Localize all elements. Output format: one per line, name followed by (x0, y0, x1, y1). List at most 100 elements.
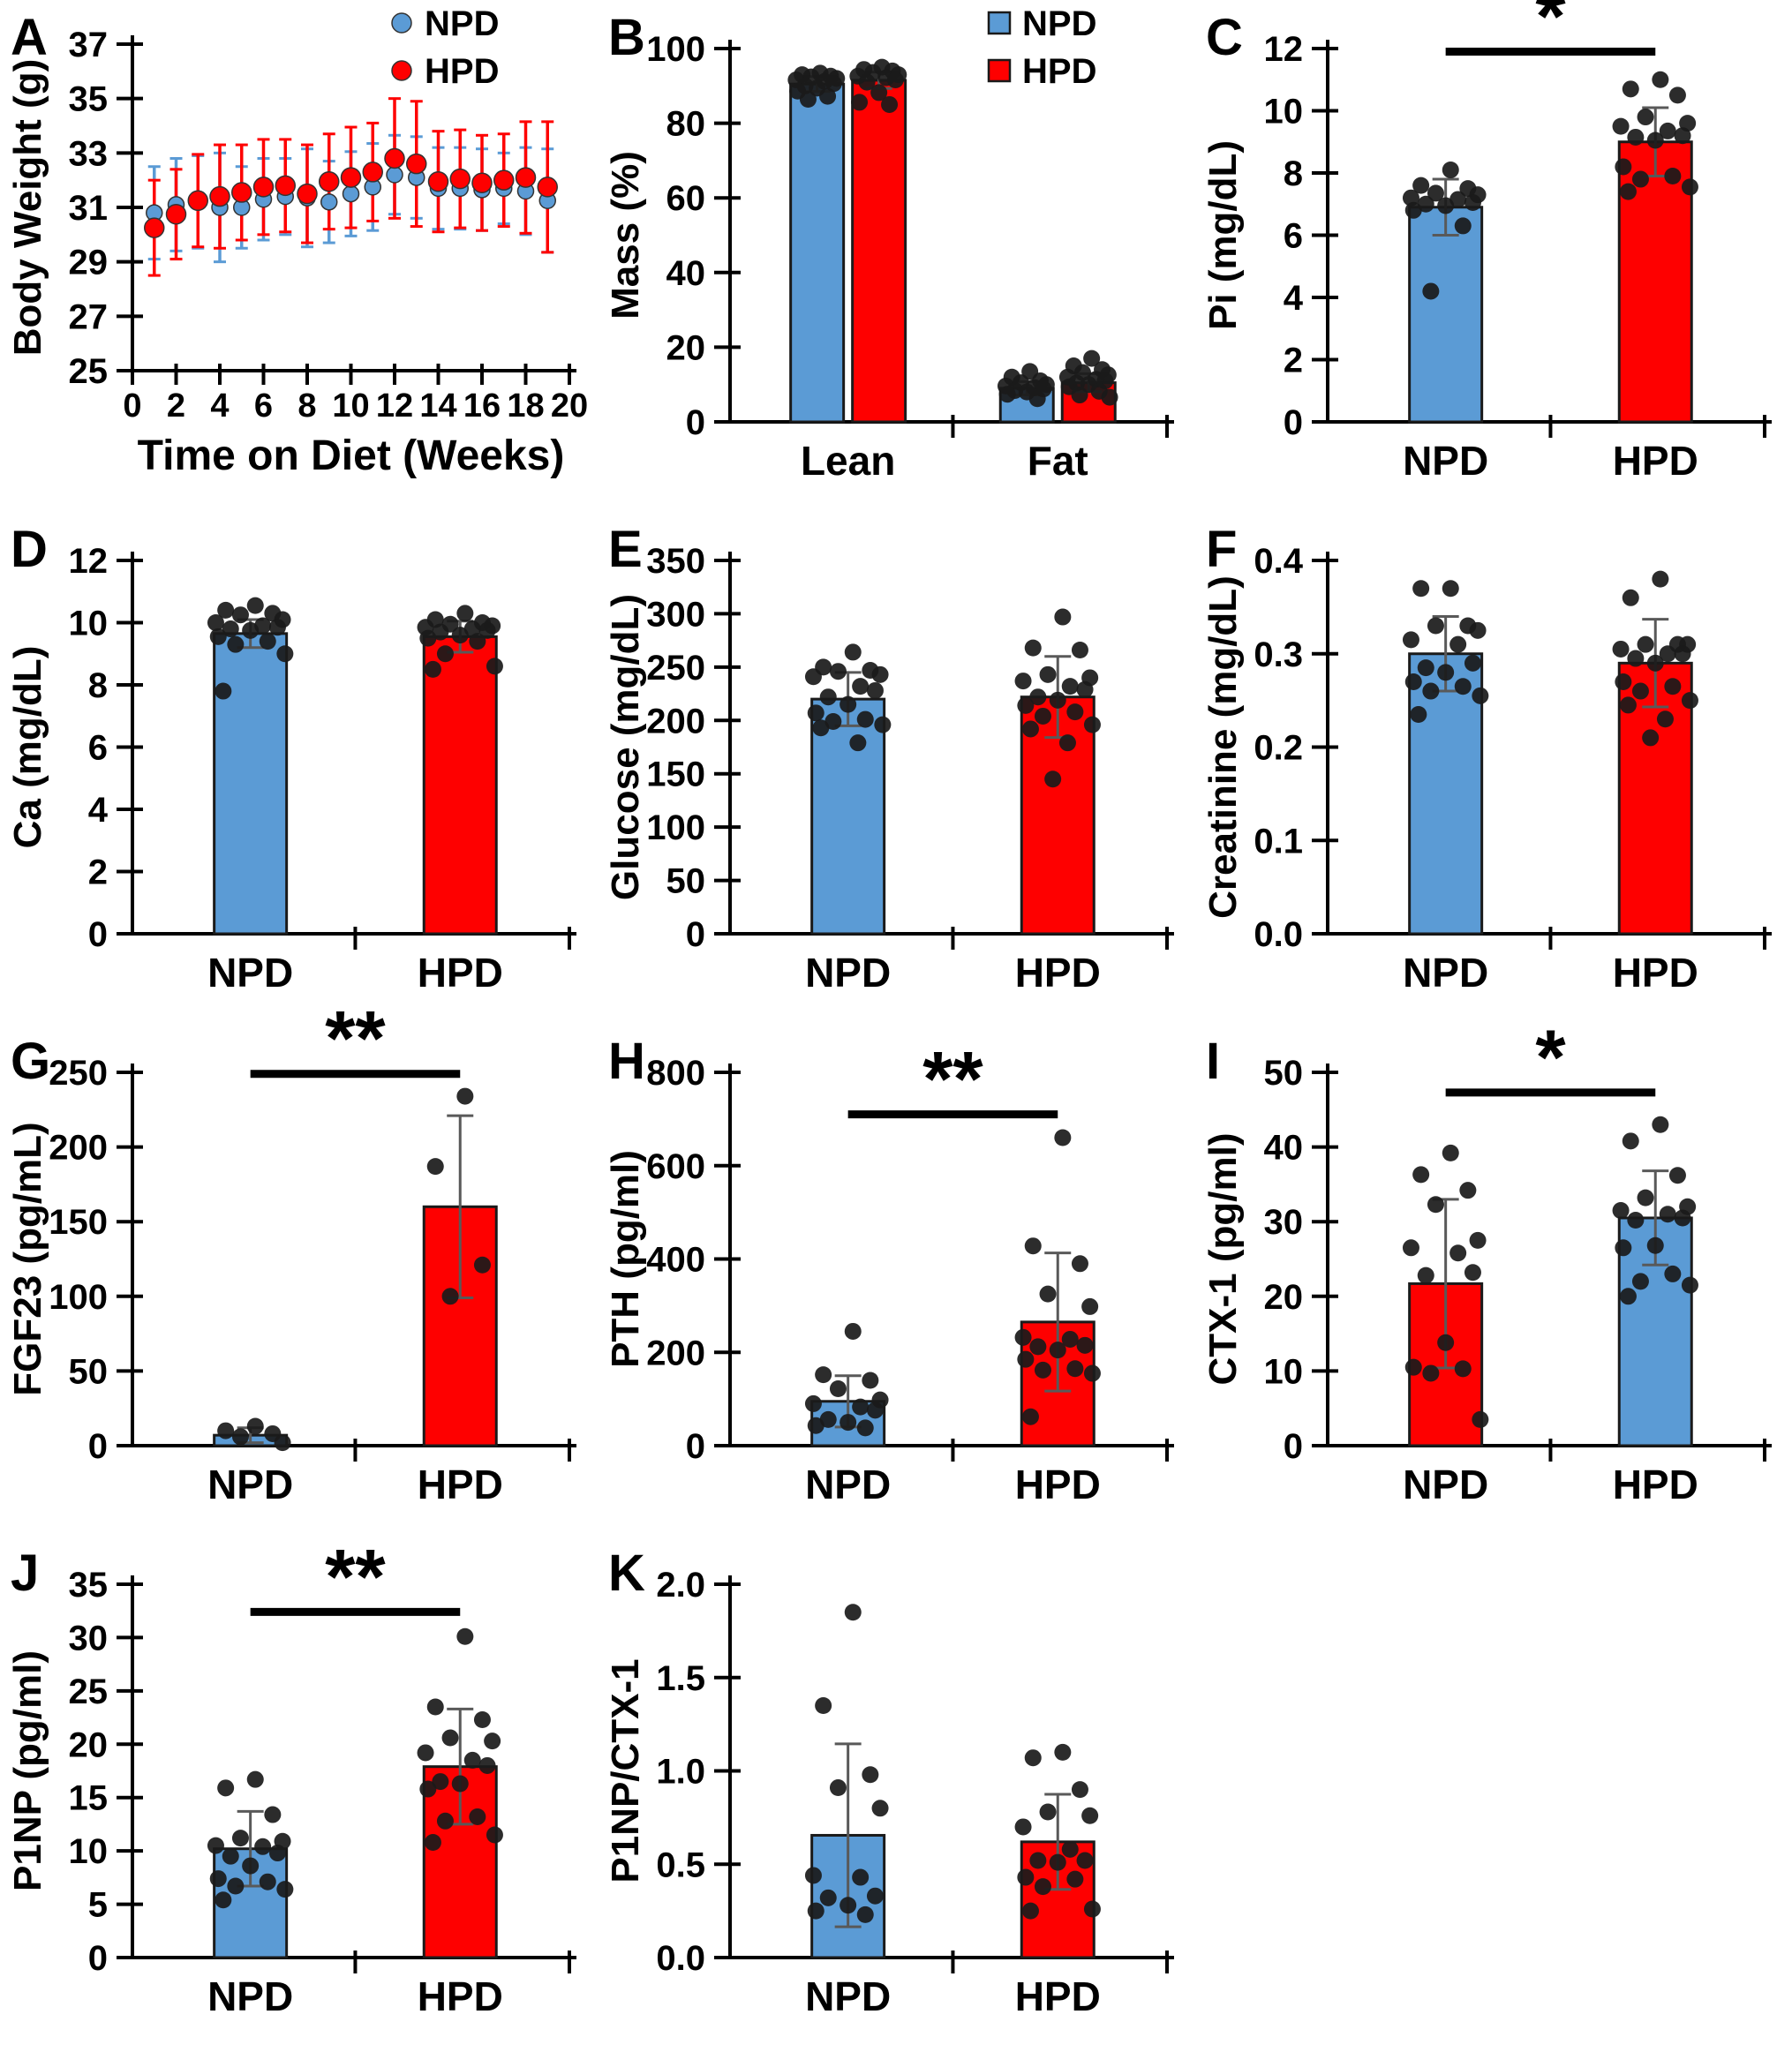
data-point (246, 1770, 264, 1788)
data-point (1404, 1358, 1422, 1376)
marker-hpd (427, 170, 449, 192)
panel-letter: E (608, 521, 643, 578)
marker-hpd (537, 177, 558, 198)
legend-label-npd: NPD (425, 4, 499, 43)
data-point (1039, 665, 1057, 683)
panel-c-chart: C 0 2 4 6 8 10 12 Pi (mg/dL) NPD HPD * (1201, 0, 1772, 484)
panel-b-chart: B 0 20 40 60 80 100 Mass (%) Lean Fat NPD HPD (604, 4, 1174, 484)
data-point (1417, 1267, 1434, 1284)
panel-a: A 25 27 29 31 33 35 37 Body Weight (g) 0 2 4 6 8 10 12 1… (0, 0, 598, 512)
marker-hpd (231, 182, 252, 203)
data-point (419, 1780, 437, 1798)
panel-k: K 0.0 0.5 1.0 1.5 2.0 P1NP/CTX-1 NPD HPD (598, 1536, 1195, 2048)
x-tick-label: 16 (463, 387, 501, 425)
data-point (1066, 703, 1084, 721)
data-point (1652, 71, 1669, 88)
y-tick-label: 35 (69, 80, 109, 119)
y-tick-label: 2.0 (656, 1566, 705, 1605)
data-point (1101, 388, 1118, 406)
panel-letter: H (608, 1033, 645, 1090)
data-point (1464, 654, 1481, 672)
data-point (1681, 178, 1698, 196)
data-point (451, 627, 469, 644)
data-point (246, 597, 264, 614)
x-tick-label: 2 (167, 387, 185, 425)
data-point (1472, 687, 1489, 704)
y-tick-label: 50 (666, 862, 706, 901)
y-tick-label: 100 (646, 808, 705, 847)
data-point (1024, 1749, 1042, 1767)
marker-hpd (449, 168, 471, 190)
data-point (844, 643, 862, 661)
data-point (1404, 673, 1422, 690)
x-tick-label: 6 (254, 387, 273, 425)
data-point (478, 621, 496, 639)
data-point (819, 87, 837, 105)
data-point (840, 1897, 857, 1914)
data-point (1454, 1360, 1472, 1378)
bar-hpd-hpd (422, 635, 498, 936)
data-point (207, 1837, 224, 1854)
data-point (1664, 168, 1682, 185)
data-point (844, 1322, 862, 1340)
data-point (276, 1881, 294, 1898)
data-point (436, 1812, 454, 1830)
marker-hpd (187, 190, 208, 212)
panel-letter: A (11, 9, 48, 66)
panel-letter: B (608, 9, 645, 66)
y-axis-title: PTH (pg/ml) (604, 1150, 647, 1368)
bar-lean-hpd (851, 79, 907, 424)
data-point (1021, 1408, 1039, 1425)
data-point (1615, 1239, 1632, 1257)
data-point (1674, 645, 1691, 663)
data-point (1021, 1902, 1039, 1920)
category-label-hpd: HPD (418, 950, 503, 996)
data-point (1622, 1132, 1639, 1150)
y-tick-label: 8 (88, 666, 108, 705)
data-point (1081, 1297, 1099, 1315)
data-point (1422, 282, 1440, 300)
data-point (886, 71, 904, 89)
data-point (424, 660, 441, 678)
data-point (812, 719, 830, 737)
marker-hpd (209, 185, 230, 207)
data-point (1061, 1330, 1079, 1348)
data-point (231, 1830, 249, 1847)
data-point (1681, 692, 1698, 710)
y-tick-label: 20 (666, 328, 706, 367)
y-tick-label: 20 (1264, 1278, 1304, 1317)
y-tick-label: 2 (1284, 342, 1303, 380)
panel-letter: K (608, 1545, 645, 1602)
bar-npd-npd (1408, 652, 1484, 936)
panel-i: I 0 10 20 30 40 50 CTX-1 (pg/ml) NPD HPD * (1195, 1013, 1792, 1536)
data-point (1076, 1852, 1094, 1869)
data-point (231, 606, 249, 624)
category-label-fat: Fat (1028, 438, 1088, 484)
category-label-npd: NPD (805, 1973, 891, 2019)
y-tick-label: 4 (1284, 279, 1304, 318)
data-point (254, 1838, 272, 1855)
data-point (819, 688, 837, 706)
data-point (1442, 1144, 1459, 1161)
data-point (849, 734, 867, 752)
y-tick-label: 5 (88, 1886, 108, 1925)
data-point (456, 1087, 474, 1105)
marker-hpd (165, 203, 187, 225)
data-point (807, 1902, 824, 1920)
data-point (456, 605, 474, 622)
y-tick-label: 350 (646, 542, 705, 581)
x-tick-label: 4 (210, 387, 229, 425)
legend-marker-npd (391, 12, 412, 34)
data-point (1039, 1803, 1057, 1821)
data-point (1637, 635, 1654, 653)
data-point (432, 1773, 449, 1791)
data-point (1014, 1328, 1032, 1346)
data-point (1469, 621, 1487, 639)
panel-letter: I (1206, 1033, 1220, 1090)
y-axis-title: CTX-1 (pg/ml) (1201, 1133, 1245, 1386)
data-point (451, 1775, 469, 1793)
y-tick-label: 200 (49, 1129, 108, 1168)
data-point (1646, 1236, 1664, 1254)
panel-letter: C (1206, 9, 1243, 66)
